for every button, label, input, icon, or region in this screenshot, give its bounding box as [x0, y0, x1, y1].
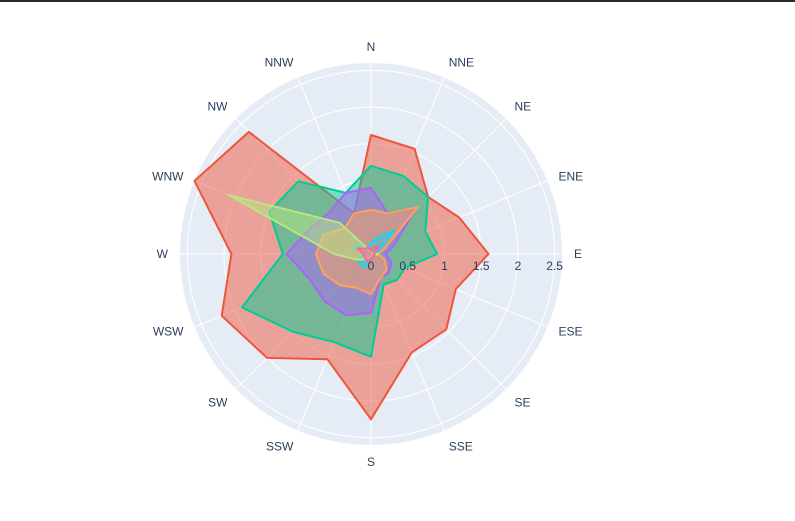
radial-tick-label: 1 — [441, 259, 448, 273]
radial-tick-label: 2 — [515, 259, 522, 273]
direction-label-sw: SW — [208, 396, 228, 410]
series-area-7 — [356, 245, 380, 263]
radial-tick-label: 0 — [368, 259, 375, 273]
direction-label-s: S — [367, 455, 375, 469]
direction-label-nw: NW — [208, 100, 229, 114]
direction-label-ene: ENE — [559, 169, 584, 183]
direction-label-ssw: SSW — [266, 440, 294, 454]
direction-label-se: SE — [515, 396, 531, 410]
radial-tick-label: 0.5 — [399, 259, 416, 273]
direction-label-nne: NNE — [449, 56, 474, 70]
direction-label-ne: NE — [515, 100, 532, 114]
direction-label-n: N — [367, 40, 376, 54]
direction-label-sse: SSE — [449, 440, 473, 454]
direction-label-ese: ESE — [559, 325, 583, 339]
direction-label-wnw: WNW — [152, 169, 184, 183]
radial-axis-ticks: 0 0.5 1 1.5 2 2.5 — [368, 259, 564, 273]
direction-label-nnw: NNW — [265, 56, 294, 70]
direction-label-w: W — [157, 247, 169, 261]
radial-tick-label: 1.5 — [473, 259, 490, 273]
window-top-border — [0, 0, 795, 2]
direction-label-e: E — [574, 247, 582, 261]
radial-tick-label: 2.5 — [546, 259, 563, 273]
series-layer — [193, 130, 490, 421]
angular-axis-labels: N NNE NE ENE E ESE SE SSE S SSW SW WSW W WNW NW NNW — [152, 40, 583, 469]
direction-label-wsw: WSW — [153, 325, 184, 339]
